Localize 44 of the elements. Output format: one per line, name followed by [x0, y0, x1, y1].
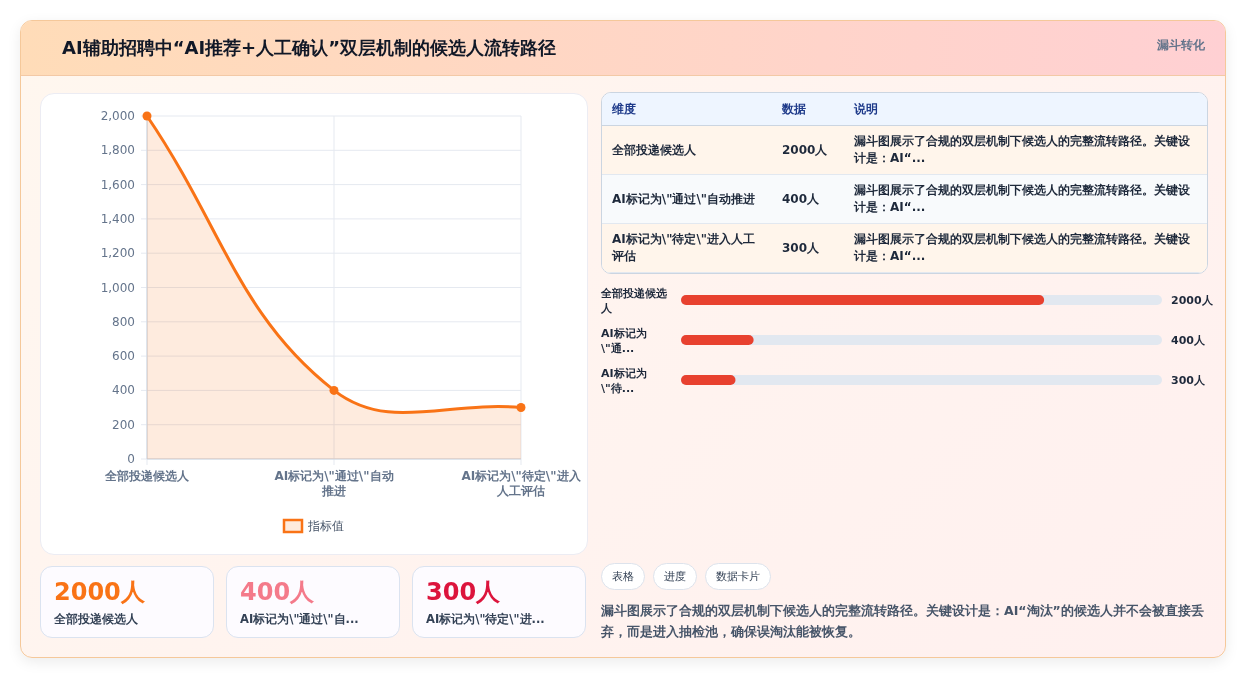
text: AI标记为\"通过\"自动推进 — [602, 174, 772, 224]
text: 300人 — [772, 223, 844, 273]
y-tick-label: 1,600 — [100, 177, 135, 192]
text: 2000人 — [54, 577, 145, 608]
text: 400人 — [240, 577, 315, 608]
text: AI标记为\"通过\"自... — [240, 612, 359, 627]
text: 漏斗图展示了合规的双层机制下候选人的完整流转路径。关键设计是：AI“淘汰”的候选人并不会被直接丢弃，而是进入抽检池，确保误淘汰能被恢复。 — [601, 602, 1205, 641]
text: 2000人 — [1171, 294, 1213, 307]
text: 300人 — [1171, 374, 1205, 387]
text: 数据 — [772, 93, 844, 126]
point — [329, 385, 339, 395]
y-tick-label: AI标记为\"通... — [601, 326, 648, 356]
text: 400人 — [1171, 334, 1205, 347]
legend-label: 指标值 — [307, 519, 344, 533]
text: 说明 — [844, 93, 1207, 126]
x-tick-label: AI标记为\"通过\"自动推进 — [274, 469, 394, 499]
y-tick-label: 1,000 — [100, 280, 135, 295]
text: 400人 — [772, 174, 844, 224]
y-tick-label: 2,000 — [100, 109, 135, 123]
text: AI辅助招聘中“AI推荐+人工确认”双层机制的候选人流转路径 — [62, 36, 556, 60]
x-tick-label: AI标记为\"待定\"进入人工评估 — [461, 469, 581, 499]
y-tick-label: 600 — [112, 349, 135, 364]
text: AI标记为\"待定\"进... — [426, 612, 545, 627]
y-tick-label: 0 — [127, 452, 135, 466]
text: 漏斗图展示了合规的双层机制下候选人的完整流转路径。关键设计是：AI“... — [844, 223, 1207, 273]
text: 漏斗图展示了合规的双层机制下候选人的完整流转路径。关键设计是：AI“... — [844, 125, 1207, 175]
text: 维度 — [602, 93, 772, 126]
y-tick-label: 1,800 — [100, 143, 135, 158]
text: 表格 — [601, 563, 645, 590]
y-tick-label: 400 — [112, 383, 135, 398]
y-tick-label: 全部投递候选人 — [601, 286, 668, 316]
text: 漏斗图展示了合规的双层机制下候选人的完整流转路径。关键设计是：AI“... — [844, 174, 1207, 224]
text: 进度 — [653, 563, 697, 590]
y-tick-label: 1,200 — [100, 246, 135, 261]
text: 漏斗转化 — [1157, 37, 1205, 54]
y-tick-label: 800 — [112, 314, 135, 329]
point — [516, 403, 526, 413]
text: 2000人 — [772, 125, 844, 175]
y-tick-label: 1,400 — [100, 211, 135, 226]
text: 300人 — [426, 577, 501, 608]
y-tick-label: AI标记为\"待... — [601, 366, 648, 396]
text: 数据卡片 — [705, 563, 771, 590]
text: AI标记为\"待定\"进入人工评估 — [602, 223, 772, 273]
y-tick-label: 200 — [112, 417, 135, 432]
